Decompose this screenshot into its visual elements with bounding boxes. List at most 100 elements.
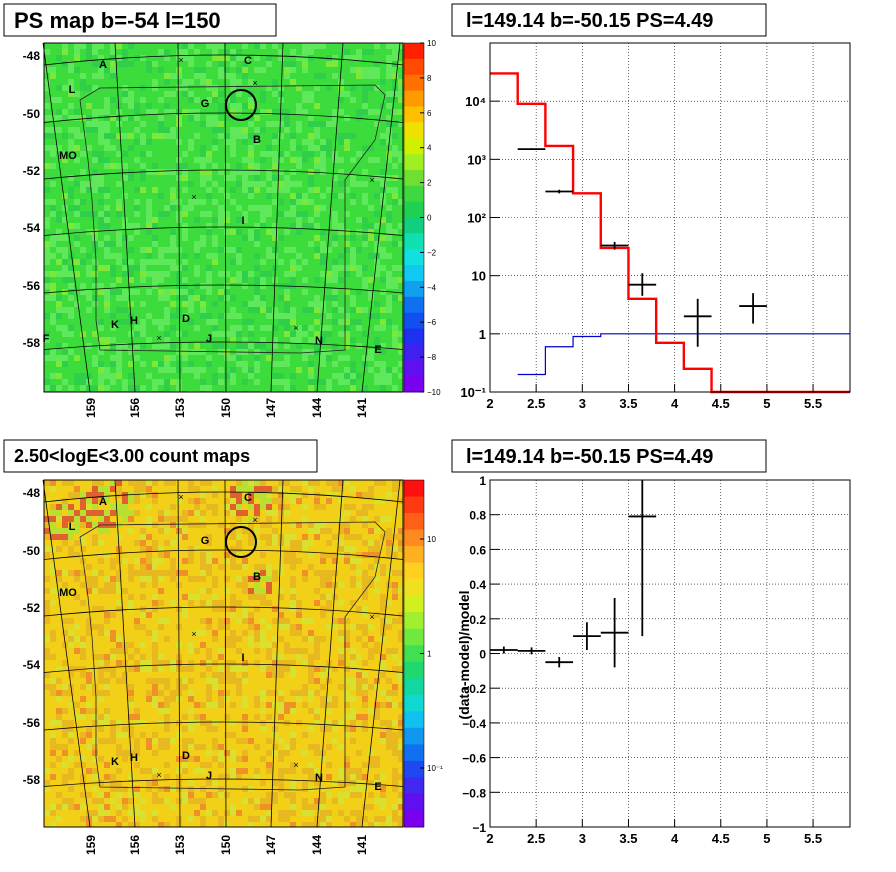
map-pixel: [164, 379, 170, 385]
map-pixel: [134, 762, 140, 768]
y-tick-label: 10: [472, 269, 486, 284]
map-pixel: [50, 690, 56, 696]
map-pixel: [236, 313, 242, 319]
x-tick-label: 147: [264, 835, 278, 855]
map-pixel: [272, 798, 278, 804]
map-pixel: [374, 558, 380, 564]
map-pixel: [50, 295, 56, 301]
map-pixel: [254, 265, 260, 271]
map-pixel: [176, 756, 182, 762]
map-pixel: [266, 762, 272, 768]
colorbar-band: [404, 612, 424, 630]
map-pixel: [290, 702, 296, 708]
map-pixel: [272, 534, 278, 540]
map-pixel: [86, 103, 92, 109]
map-pixel: [146, 169, 152, 175]
map-pixel: [50, 211, 56, 217]
map-pixel: [140, 133, 146, 139]
map-pixel: [320, 205, 326, 211]
map-pixel: [188, 115, 194, 121]
map-pixel: [368, 582, 374, 588]
map-pixel: [50, 720, 56, 726]
map-pixel: [50, 528, 56, 534]
map-pixel: [218, 205, 224, 211]
map-pixel: [248, 618, 254, 624]
map-pixel: [56, 361, 62, 367]
map-pixel: [254, 528, 260, 534]
map-pixel: [308, 121, 314, 127]
map-pixel: [98, 325, 104, 331]
map-pixel: [260, 600, 266, 606]
map-pixel: [272, 792, 278, 798]
map-pixel: [278, 612, 284, 618]
map-pixel: [200, 313, 206, 319]
map-pixel: [68, 756, 74, 762]
map-pixel: [134, 211, 140, 217]
map-pixel: [206, 696, 212, 702]
map-pixel: [242, 696, 248, 702]
map-pixel: [116, 121, 122, 127]
map-pixel: [380, 265, 386, 271]
map-pixel: [56, 343, 62, 349]
map-pixel: [86, 510, 92, 516]
map-pixel: [230, 307, 236, 313]
map-pixel: [350, 247, 356, 253]
map-pixel: [278, 55, 284, 61]
map-pixel: [230, 145, 236, 151]
map-pixel: [176, 361, 182, 367]
map-pixel: [74, 67, 80, 73]
map-pixel: [212, 319, 218, 325]
map-pixel: [140, 97, 146, 103]
map-pixel: [368, 486, 374, 492]
map-pixel: [230, 504, 236, 510]
map-pixel: [212, 49, 218, 55]
map-pixel: [380, 732, 386, 738]
map-pixel: [218, 55, 224, 61]
map-pixel: [188, 726, 194, 732]
colorbar-band: [404, 106, 424, 123]
map-pixel: [308, 810, 314, 816]
map-pixel: [56, 504, 62, 510]
ps-map-title-box: [3, 3, 277, 37]
map-pixel: [68, 61, 74, 67]
map-pixel: [302, 223, 308, 229]
map-pixel: [104, 660, 110, 666]
map-pixel: [386, 151, 392, 157]
map-pixel: [98, 486, 104, 492]
map-pixel: [56, 714, 62, 720]
map-pixel: [140, 582, 146, 588]
map-pixel: [338, 792, 344, 798]
map-pixel: [392, 720, 398, 726]
colorbar-band: [404, 217, 424, 234]
map-pixel: [206, 480, 212, 486]
map-pixel: [278, 211, 284, 217]
map-pixel: [368, 313, 374, 319]
map-pixel: [188, 594, 194, 600]
map-pixel: [194, 810, 200, 816]
map-pixel: [290, 534, 296, 540]
colorbar-band: [404, 169, 424, 187]
map-pixel: [350, 253, 356, 259]
map-pixel: [368, 349, 374, 355]
map-pixel: [152, 648, 158, 654]
map-pixel: [356, 678, 362, 684]
map-pixel: [398, 798, 403, 804]
map-pixel: [194, 265, 200, 271]
map-pixel: [188, 43, 194, 49]
map-pixel: [308, 361, 314, 367]
map-pixel: [62, 151, 68, 157]
map-pixel: [74, 55, 80, 61]
map-pixel: [152, 277, 158, 283]
map-pixel: [350, 720, 356, 726]
map-pixel: [170, 109, 176, 115]
map-pixel: [158, 319, 164, 325]
map-pixel: [44, 528, 50, 534]
map-pixel: [362, 678, 368, 684]
map-pixel: [254, 648, 260, 654]
map-pixel: [176, 786, 182, 792]
map-pixel: [362, 73, 368, 79]
map-pixel: [272, 373, 278, 379]
map-pixel: [98, 385, 104, 391]
map-pixel: [332, 157, 338, 163]
